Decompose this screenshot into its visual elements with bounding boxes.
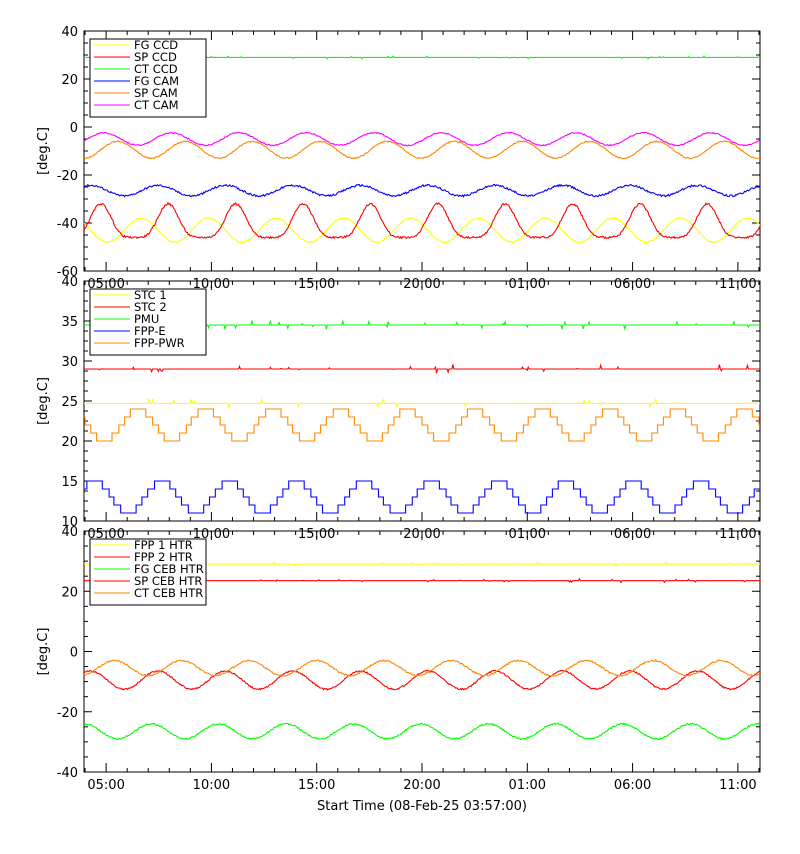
x-tick-label: 01:00	[509, 778, 546, 793]
panel-3: -40 -20 0 20 40 [deg.C] 05:00 10:00 15:00 20:00 01…	[36, 525, 761, 793]
x-tick-label: 05:00	[87, 778, 124, 793]
y-tick-label: 0	[70, 121, 78, 136]
y-tick-label: 35	[61, 315, 78, 330]
x-tick-label: 11:00	[719, 778, 756, 793]
x-tick-label: 06:00	[614, 778, 651, 793]
legend-label: CT CEB HTR	[134, 586, 203, 600]
legend-box	[89, 538, 207, 606]
legend-box	[89, 288, 207, 356]
legend-label: FPP-PWR	[134, 336, 185, 350]
series-line-fpp-e	[84, 480, 760, 514]
legend-label: SP CEB HTR	[134, 574, 202, 588]
series-line-sp-ccd	[83, 201, 761, 240]
legend-label: FG CAM	[134, 74, 179, 88]
legend-label: FPP 2 HTR	[134, 550, 193, 564]
y-tick-label: -40	[57, 766, 78, 781]
legend-label: FG CCD	[134, 38, 178, 52]
series-line-stc-1	[84, 397, 760, 409]
legend-label: FPP-E	[134, 324, 166, 338]
y-tick-label: -20	[57, 706, 78, 721]
series-line-ct-ceb-htr	[83, 659, 761, 677]
y-tick-label: 25	[61, 395, 78, 410]
y-tick-label: 20	[61, 73, 78, 88]
legend-box	[89, 38, 207, 118]
legend-label: STC 1	[134, 288, 167, 302]
series-line-fg-ceb-htr	[83, 722, 761, 741]
x-tick-label: 10:00	[193, 778, 230, 793]
series-line-fg-ccd	[83, 217, 761, 244]
series-line-fpp-pwr	[84, 408, 760, 442]
series-line-stc-2	[84, 363, 760, 374]
series-line-sp-cam	[83, 140, 761, 160]
y-tick-label: 40	[61, 275, 78, 290]
y-tick-label: 20	[61, 585, 78, 600]
series-line-fg-cam	[83, 183, 761, 198]
legend-label: SP CAM	[134, 86, 178, 100]
x-axis-title: Start Time (08-Feb-25 03:57:00)	[317, 799, 527, 814]
y-tick-label: 40	[61, 25, 78, 40]
y-tick-label: 0	[70, 646, 78, 661]
x-tick-label: 20:00	[403, 778, 440, 793]
y-tick-label: 30	[61, 355, 78, 370]
y-axis-label: [deg.C]	[36, 628, 51, 676]
series-line-sp-ceb-htr	[83, 669, 761, 691]
legend-label: PMU	[134, 312, 159, 326]
y-tick-label: -20	[57, 169, 78, 184]
y-tick-label: 20	[61, 435, 78, 450]
legend-label: CT CCD	[134, 62, 178, 76]
x-tick-label: 15:00	[298, 778, 335, 793]
legend-label: SP CCD	[134, 50, 177, 64]
legend-label: CT CAM	[134, 98, 179, 112]
y-tick-label: -60	[57, 265, 78, 280]
legend-label: FPP 1 HTR	[134, 538, 193, 552]
y-tick-label: 40	[61, 525, 78, 540]
y-tick-label: 10	[61, 515, 78, 530]
y-axis-label: [deg.C]	[36, 127, 51, 175]
y-axis-label: [deg.C]	[36, 377, 51, 425]
series-line-ct-cam	[83, 131, 761, 147]
y-tick-label: 15	[61, 475, 78, 490]
y-tick-label: -40	[57, 217, 78, 232]
legend-label: STC 2	[134, 300, 167, 314]
legend-label: FG CEB HTR	[134, 562, 204, 576]
